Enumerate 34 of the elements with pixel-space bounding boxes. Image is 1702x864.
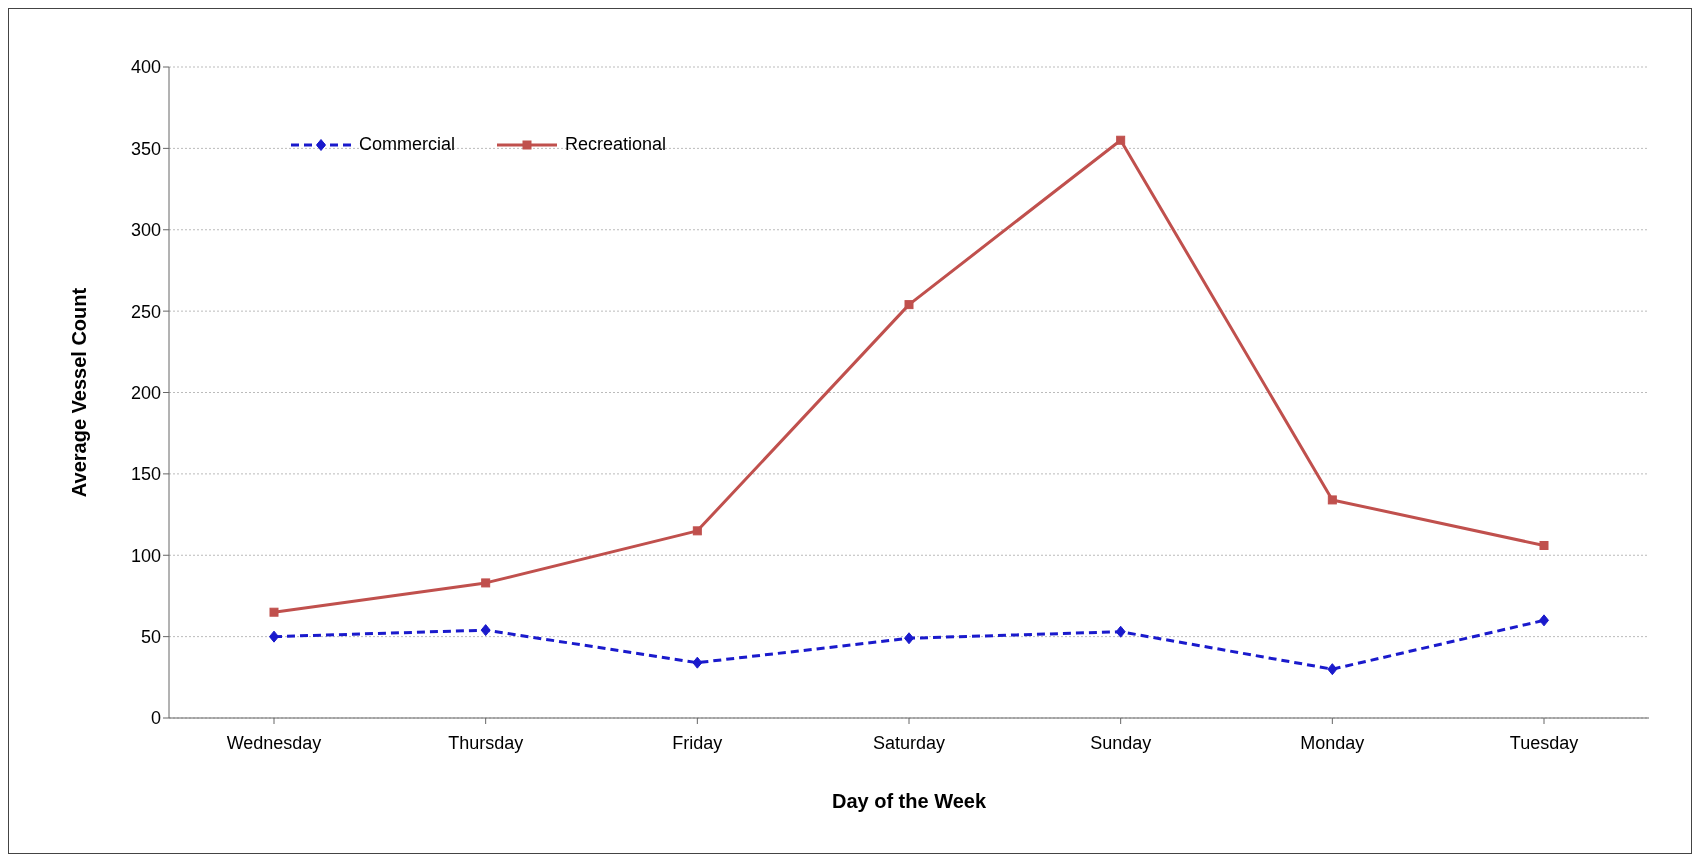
y-tick-label: 50 [140, 627, 161, 648]
x-tick-label: Tuesday [1509, 732, 1579, 753]
y-tick-label: 200 [130, 382, 161, 403]
point [269, 630, 279, 643]
point [1115, 625, 1126, 638]
y-tick-label: 350 [130, 138, 161, 159]
y-tick-label: 100 [130, 545, 161, 566]
x-tick-label: Friday [672, 732, 723, 753]
y-tick-label: 0 [150, 708, 161, 729]
point [481, 578, 491, 588]
point [904, 300, 914, 310]
point [480, 624, 491, 637]
x-tick-label: Saturday [872, 732, 946, 753]
x-axis-title: Day of the Week [831, 790, 987, 812]
point [904, 632, 914, 645]
point [269, 607, 279, 617]
legend-label: Commercial [359, 134, 456, 155]
x-tick-label: Sunday [1090, 732, 1152, 753]
x-tick-label: Thursday [448, 732, 524, 753]
point [692, 526, 702, 536]
y-tick-label: 150 [130, 464, 161, 485]
y-tick-label: 400 [130, 57, 161, 78]
y-axis-title: Average Vessel Count [68, 287, 91, 498]
y-tick-label: 250 [130, 301, 161, 322]
point [1539, 614, 1549, 627]
x-tick-label: Wednesday [226, 732, 322, 753]
point [1327, 495, 1337, 505]
x-tick-label: Monday [1300, 732, 1365, 753]
y-tick-label: 300 [130, 220, 161, 241]
point [1327, 663, 1338, 676]
point [692, 656, 703, 669]
point [1116, 135, 1126, 145]
legend-label: Recreational [565, 134, 667, 155]
point [1539, 540, 1549, 550]
